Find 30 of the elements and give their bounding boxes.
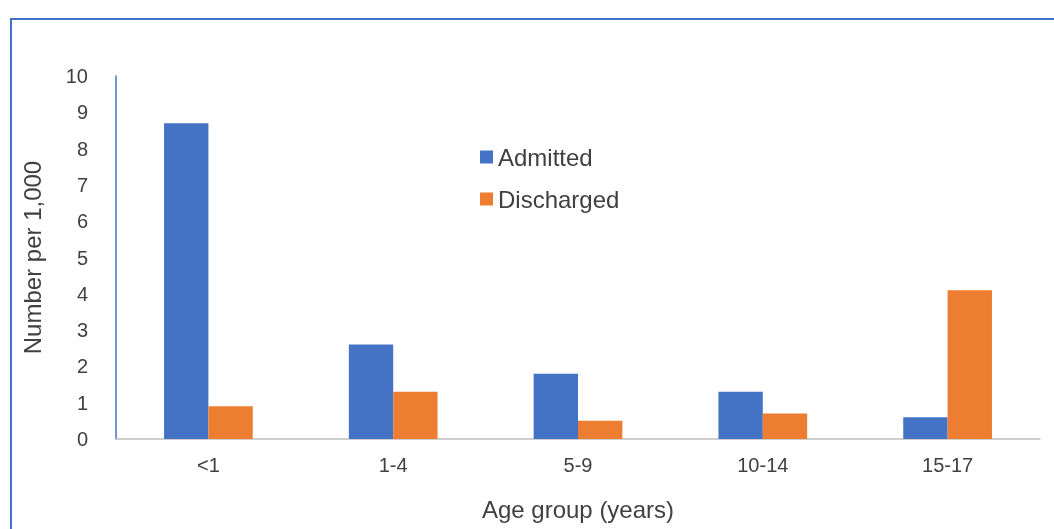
y-tick-label: 3 [76, 319, 88, 342]
bar [762, 413, 808, 439]
y-tick-label: 10 [65, 65, 88, 87]
x-tick-label: 10-14 [737, 454, 789, 476]
bar [393, 391, 438, 439]
bar [208, 406, 253, 439]
y-tick-label: 1 [76, 391, 88, 414]
bar [947, 290, 992, 439]
y-tick-label: 4 [76, 282, 88, 305]
x-tick-label: 15-17 [922, 454, 974, 476]
y-tick-label: 0 [76, 428, 88, 450]
x-tick-label: <1 [196, 454, 220, 476]
y-tick-label: 8 [76, 137, 88, 160]
bar [348, 344, 394, 439]
bar [718, 391, 763, 439]
y-tick-label: 9 [76, 101, 88, 124]
x-tick-label: 1-4 [378, 454, 408, 476]
y-axis-title: Number per 1,000 [18, 160, 46, 355]
bar [903, 417, 948, 439]
bar [578, 420, 623, 439]
y-tick-label: 6 [76, 210, 88, 233]
bar [533, 373, 578, 439]
legend-label: Discharged [498, 185, 620, 213]
y-tick-label: 2 [76, 355, 88, 378]
legend-label: Admitted [498, 143, 593, 171]
x-tick-label: 5-9 [563, 454, 593, 476]
bar [164, 123, 209, 439]
y-tick-label: 5 [76, 246, 88, 269]
x-axis-title: Age group (years) [481, 495, 675, 523]
y-tick-label: 7 [76, 173, 88, 196]
